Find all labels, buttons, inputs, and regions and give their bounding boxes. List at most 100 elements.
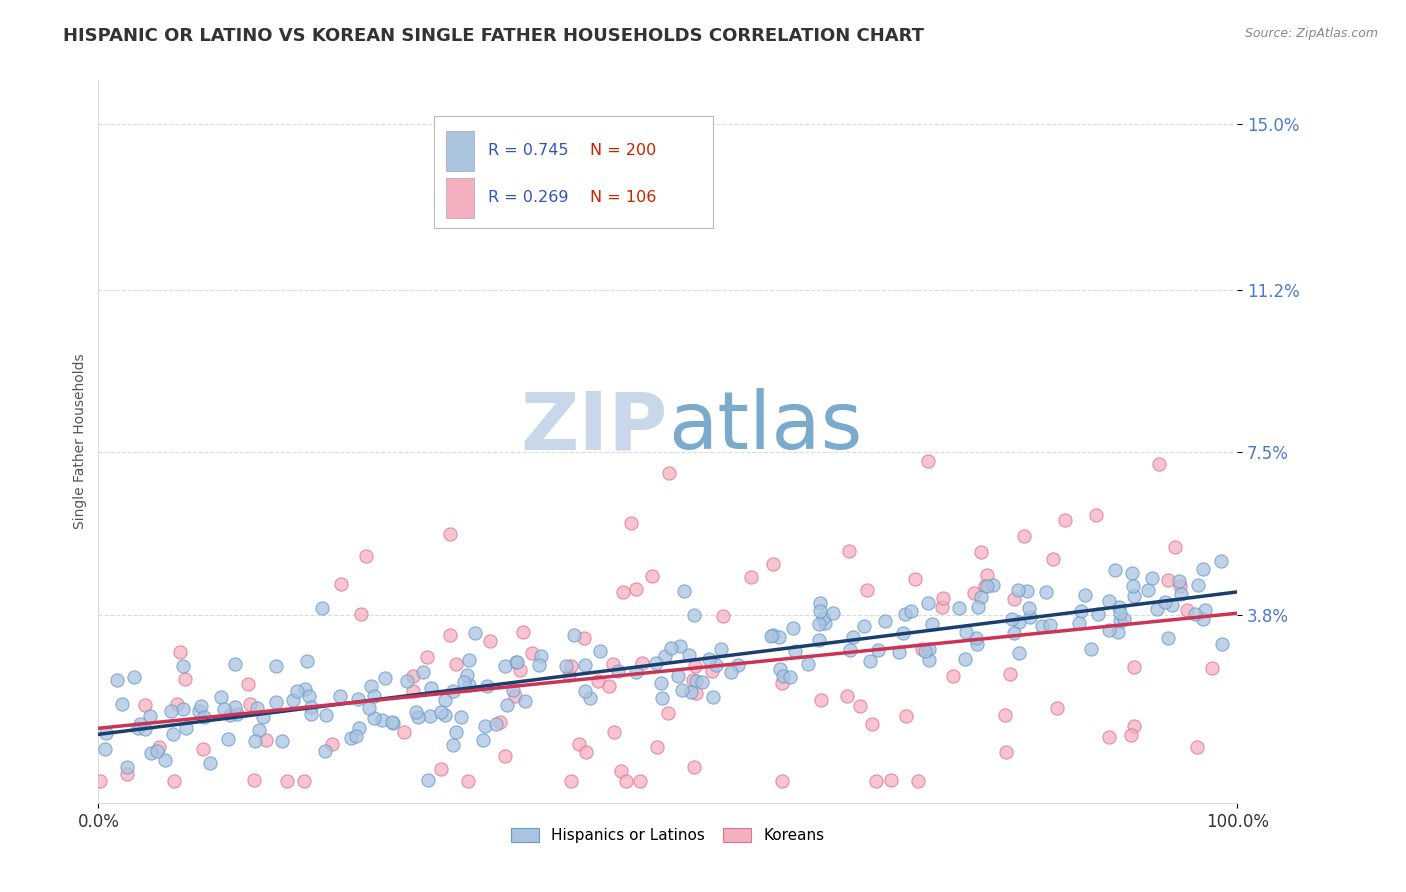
Point [162,726,184,740]
Point [139,708,162,723]
Point [706,657,728,672]
Point [264,658,287,673]
Point [159,704,181,718]
Point [1163,540,1185,554]
Point [644,657,666,671]
Point [430,705,453,719]
Point [450,710,472,724]
Point [162,773,184,788]
Point [174,672,197,686]
Point [942,669,965,683]
Point [340,731,363,745]
Point [770,676,793,690]
Point [360,680,382,694]
Point [129,716,152,731]
Point [859,654,882,668]
Point [1008,646,1031,660]
Point [970,591,993,605]
Point [441,739,464,753]
Point [419,709,441,723]
Point [893,626,915,640]
Point [357,701,380,715]
Point [659,640,682,655]
Point [381,714,404,729]
Point [224,657,246,671]
Point [683,659,706,673]
Point [429,762,451,776]
Point [363,689,385,703]
Point [148,740,170,755]
Point [434,708,457,723]
Text: ZIP: ZIP [520,388,668,467]
Point [1211,636,1233,650]
Point [769,662,792,676]
Point [1122,579,1144,593]
Point [981,578,1004,592]
Point [141,746,163,760]
Point [122,670,145,684]
Point [1161,598,1184,612]
Point [329,689,352,703]
Point [1109,606,1132,620]
Point [657,706,679,720]
Point [193,710,215,724]
Point [446,724,468,739]
Point [658,467,681,481]
Point [153,753,176,767]
Point [1017,583,1039,598]
Point [849,698,872,713]
Point [330,577,353,591]
Point [1184,607,1206,621]
Point [1074,588,1097,602]
Point [808,596,831,610]
Point [631,656,654,670]
Point [1108,600,1130,615]
Point [918,642,941,657]
Point [823,607,845,621]
Point [1046,701,1069,715]
Point [785,644,807,658]
Point [420,681,443,695]
Point [402,683,425,698]
Point [650,676,672,690]
Point [953,651,976,665]
Point [408,710,430,724]
Point [679,685,702,699]
Point [610,764,633,779]
Point [453,675,475,690]
FancyBboxPatch shape [434,116,713,228]
Point [281,693,304,707]
Point [396,673,419,688]
Point [350,607,373,622]
Point [921,616,943,631]
Point [254,733,277,747]
Point [505,656,527,670]
Point [382,715,405,730]
Point [315,708,337,723]
Point [392,724,415,739]
Point [299,699,322,714]
Point [471,732,494,747]
Point [363,711,385,725]
Point [1192,611,1215,625]
Point [494,658,516,673]
Point [1194,602,1216,616]
Point [931,600,953,615]
Point [298,689,321,703]
Point [860,716,883,731]
Text: N = 200: N = 200 [591,144,657,158]
Point [1157,573,1180,587]
Point [682,673,704,687]
Point [444,657,467,672]
Point [489,715,512,730]
Point [1187,578,1209,592]
Point [166,697,188,711]
Point [560,658,582,673]
Point [1084,508,1107,523]
Point [457,773,479,788]
Point [169,644,191,658]
Point [700,665,723,679]
Point [1187,739,1209,754]
Text: R = 0.745: R = 0.745 [488,144,568,158]
Point [344,729,367,743]
